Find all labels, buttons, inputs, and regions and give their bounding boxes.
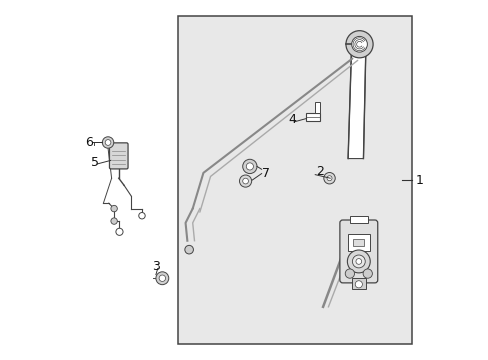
Bar <box>315 103 319 113</box>
Circle shape <box>102 137 114 148</box>
Circle shape <box>351 36 366 52</box>
Circle shape <box>242 178 248 184</box>
Circle shape <box>352 255 365 268</box>
Circle shape <box>242 159 257 174</box>
Bar <box>349 216 367 223</box>
Text: 2: 2 <box>315 165 323 177</box>
FancyBboxPatch shape <box>109 143 128 169</box>
Bar <box>178 16 411 344</box>
Text: 1: 1 <box>414 174 422 186</box>
Bar <box>305 113 319 121</box>
Circle shape <box>354 281 362 288</box>
Polygon shape <box>347 44 365 158</box>
Circle shape <box>363 269 372 278</box>
FancyBboxPatch shape <box>339 220 377 283</box>
Bar <box>353 239 364 246</box>
Circle shape <box>345 269 354 278</box>
Text: 4: 4 <box>287 113 295 126</box>
Text: 3: 3 <box>152 260 160 273</box>
Bar <box>347 234 369 251</box>
Circle shape <box>346 250 369 273</box>
Circle shape <box>355 258 361 264</box>
Circle shape <box>111 205 117 212</box>
Circle shape <box>239 175 251 187</box>
Circle shape <box>345 31 372 58</box>
Circle shape <box>116 228 123 235</box>
Text: 7: 7 <box>261 167 269 180</box>
Text: 5: 5 <box>91 156 99 169</box>
Circle shape <box>323 172 335 184</box>
Circle shape <box>111 218 117 224</box>
Circle shape <box>326 176 331 181</box>
Circle shape <box>139 212 145 219</box>
Bar <box>351 278 365 289</box>
Circle shape <box>184 246 193 254</box>
Circle shape <box>156 272 168 285</box>
Text: 6: 6 <box>85 136 93 149</box>
Circle shape <box>105 140 111 145</box>
Circle shape <box>246 163 253 170</box>
Circle shape <box>159 275 165 282</box>
